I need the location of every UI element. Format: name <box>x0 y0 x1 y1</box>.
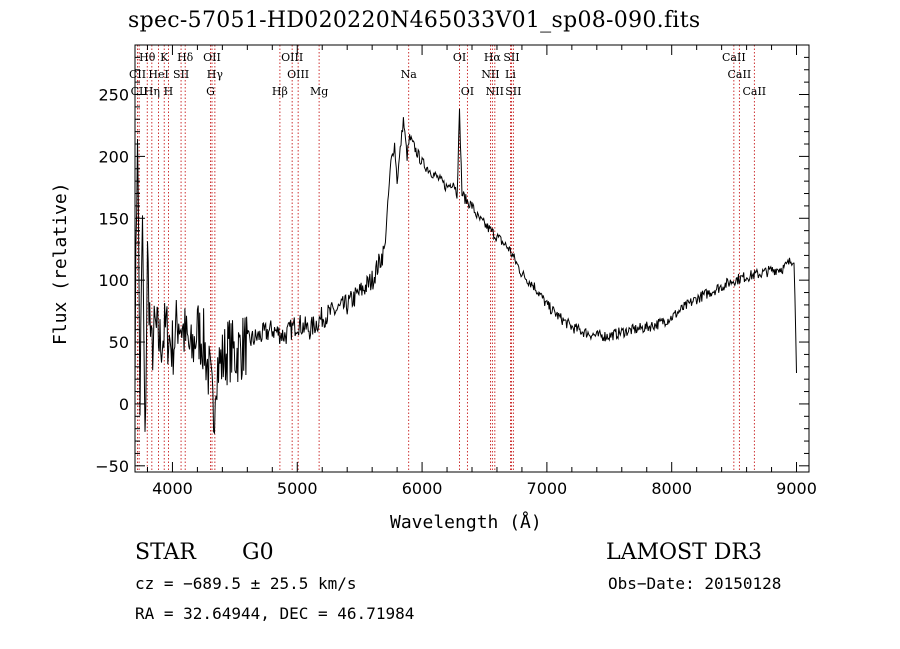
y-tick-label: 100 <box>98 271 129 290</box>
x-tick-label: 6000 <box>402 479 443 498</box>
line-label: OI <box>461 85 474 98</box>
x-tick-label: 9000 <box>776 479 817 498</box>
line-label: HeI <box>148 68 168 81</box>
y-tick-label: 250 <box>98 86 129 105</box>
line-label: CaII <box>728 68 752 81</box>
line-label: SII <box>503 51 519 64</box>
chart-title: spec-57051-HD020220N465033V01_sp08-090.f… <box>128 8 701 33</box>
x-tick-label: 7000 <box>527 479 568 498</box>
obs-date: Obs−Date: 20150128 <box>608 574 782 593</box>
line-label: CaII <box>722 51 746 64</box>
line-label: SII <box>173 68 189 81</box>
line-label: Li <box>505 68 516 81</box>
line-label: H <box>164 85 174 98</box>
subclass: G0 <box>242 540 274 565</box>
object-class: STAR <box>135 540 196 565</box>
line-label: Hθ <box>139 51 156 64</box>
line-label: OII <box>203 51 221 64</box>
line-label: OIII <box>281 51 303 64</box>
line-label: Mg <box>310 85 328 98</box>
line-label: Hγ <box>207 68 224 81</box>
line-label: OIII <box>287 68 309 81</box>
axis-ticks: 4000 5000 6000 7000 8000 9000 −50 0 50 100 150 200 2… <box>95 45 817 498</box>
y-tick-label: −50 <box>95 457 129 476</box>
line-label: CaII <box>742 85 766 98</box>
line-label: Hη <box>144 85 160 98</box>
line-label: NII <box>486 85 504 98</box>
x-tick-label: 5000 <box>277 479 318 498</box>
line-label: Hδ <box>177 51 194 64</box>
y-axis-label: Flux (relative) <box>50 182 71 345</box>
line-label: K <box>160 51 169 64</box>
emission-line-markers <box>137 45 755 472</box>
x-axis-label: Wavelength (Å) <box>390 512 542 533</box>
y-tick-label: 0 <box>119 395 129 414</box>
line-label: Hα <box>484 51 502 64</box>
plot-frame <box>134 44 810 473</box>
line-label: Hβ <box>272 85 288 98</box>
line-label: OI <box>453 51 466 64</box>
line-label: SII <box>505 85 521 98</box>
y-tick-label: 150 <box>98 209 129 228</box>
line-label: CII <box>131 85 148 98</box>
redshift-cz: cz = −689.5 ± 25.5 km/s <box>135 574 357 593</box>
line-label: NII <box>481 68 499 81</box>
y-tick-label: 50 <box>109 333 129 352</box>
spectrum-series <box>134 108 797 435</box>
y-tick-label: 200 <box>98 147 129 166</box>
spectrum-line <box>134 108 797 435</box>
survey-name: LAMOST DR3 <box>606 540 762 565</box>
x-tick-label: 4000 <box>152 479 193 498</box>
coordinates: RA = 32.64944, DEC = 46.71984 <box>135 604 415 623</box>
x-tick-label: 8000 <box>651 479 692 498</box>
line-label: CII <box>129 68 146 81</box>
line-label: Na <box>401 68 418 81</box>
line-label: G <box>206 85 215 98</box>
